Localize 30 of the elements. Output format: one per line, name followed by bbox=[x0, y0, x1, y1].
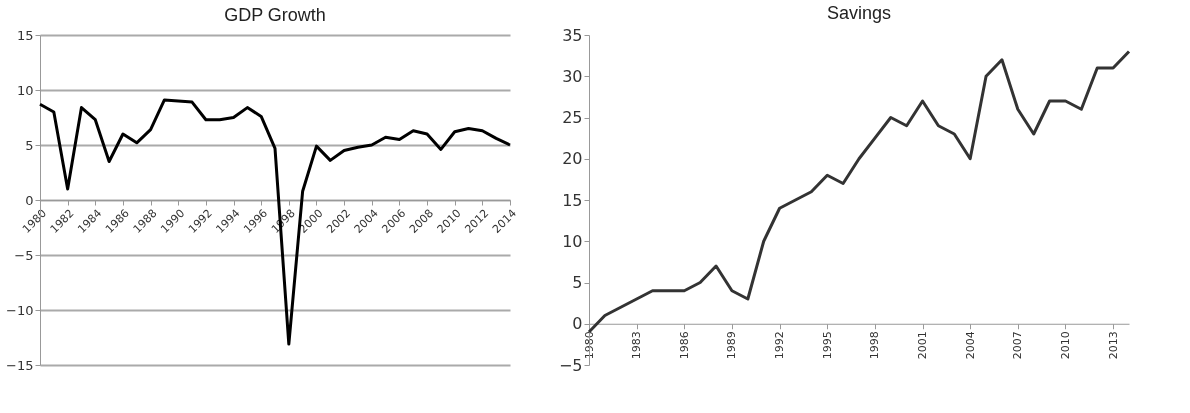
y-tick-label: 5 bbox=[25, 137, 34, 153]
x-tick-label: 2001 bbox=[916, 331, 930, 360]
y-tick-label: 20 bbox=[562, 149, 583, 169]
x-tick-label: 1989 bbox=[725, 331, 739, 360]
y-tick-label: 35 bbox=[562, 25, 583, 45]
y-tick-label: −5 bbox=[14, 247, 34, 263]
y-tick-label: 0 bbox=[572, 314, 583, 334]
x-tick-label: 1983 bbox=[630, 331, 644, 360]
x-tick-label: 2013 bbox=[1106, 331, 1120, 360]
y-tick-label: 15 bbox=[16, 27, 34, 43]
y-tick-label: 10 bbox=[562, 231, 583, 251]
chart-title: GDP Growth bbox=[224, 5, 326, 25]
y-tick-label: 0 bbox=[25, 192, 34, 208]
x-tick-label: 1998 bbox=[868, 331, 882, 360]
y-tick-label: −5 bbox=[558, 355, 583, 375]
y-tick-label: 5 bbox=[572, 273, 583, 292]
x-tick-label: 2010 bbox=[1058, 331, 1072, 360]
y-tick-label: −15 bbox=[6, 357, 34, 373]
x-tick-label: 1986 bbox=[677, 331, 691, 360]
y-tick-label: 10 bbox=[16, 82, 34, 98]
y-tick-label: 25 bbox=[562, 108, 583, 127]
x-tick-label: 2007 bbox=[1011, 331, 1025, 360]
chart-title: Savings bbox=[826, 3, 892, 23]
y-tick-label: −10 bbox=[6, 302, 34, 318]
y-tick-label: 15 bbox=[562, 190, 583, 210]
line-series bbox=[587, 50, 1131, 334]
y-tick-label: 30 bbox=[562, 66, 583, 86]
x-tick-label: 1992 bbox=[773, 331, 787, 360]
x-tick-label: 2004 bbox=[963, 331, 977, 360]
x-tick-label: 1995 bbox=[820, 331, 834, 360]
